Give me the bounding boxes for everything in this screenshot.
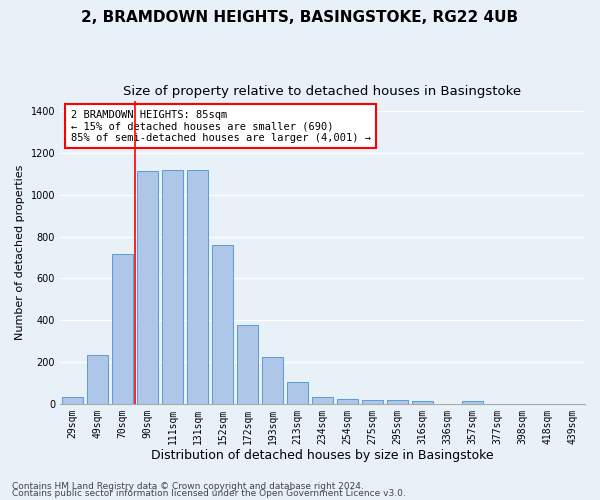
Bar [462,402,483,404]
Bar [112,254,133,404]
Bar [387,400,408,404]
Text: Contains HM Land Registry data © Crown copyright and database right 2024.: Contains HM Land Registry data © Crown c… [12,482,364,491]
Bar [187,170,208,404]
Bar [262,358,283,404]
Bar [337,398,358,404]
Text: Contains public sector information licensed under the Open Government Licence v3: Contains public sector information licen… [12,489,406,498]
Y-axis label: Number of detached properties: Number of detached properties [15,164,25,340]
Text: 2, BRAMDOWN HEIGHTS, BASINGSTOKE, RG22 4UB: 2, BRAMDOWN HEIGHTS, BASINGSTOKE, RG22 4… [82,10,518,25]
Bar [312,397,333,404]
Bar [237,326,258,404]
Bar [412,401,433,404]
Title: Size of property relative to detached houses in Basingstoke: Size of property relative to detached ho… [124,85,521,98]
Bar [87,354,108,404]
Bar [137,170,158,404]
X-axis label: Distribution of detached houses by size in Basingstoke: Distribution of detached houses by size … [151,450,494,462]
Bar [287,382,308,404]
Bar [362,400,383,404]
Bar [162,170,183,404]
Bar [212,245,233,404]
Text: 2 BRAMDOWN HEIGHTS: 85sqm
← 15% of detached houses are smaller (690)
85% of semi: 2 BRAMDOWN HEIGHTS: 85sqm ← 15% of detac… [71,110,371,143]
Bar [62,396,83,404]
